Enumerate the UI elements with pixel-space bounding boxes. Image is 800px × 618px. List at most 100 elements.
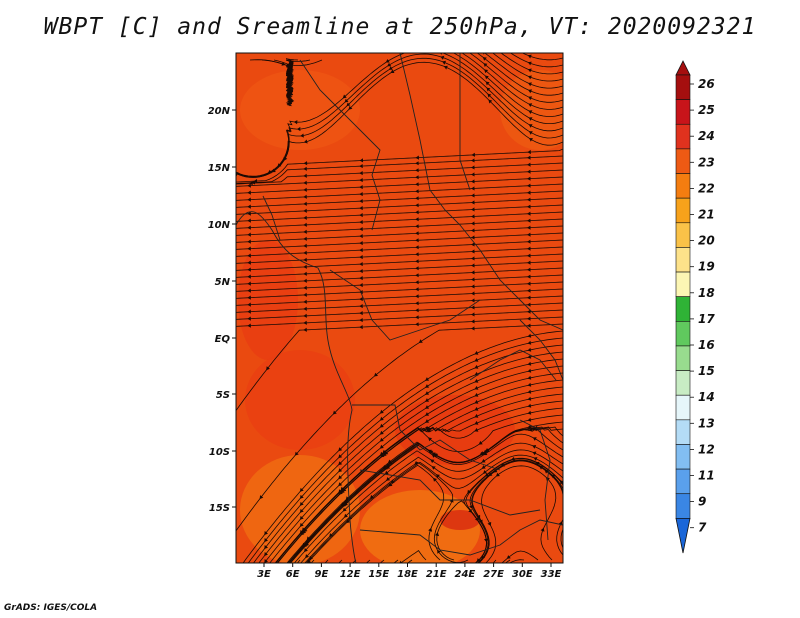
streamline-arrow: [527, 155, 531, 160]
streamline-arrow: [418, 339, 423, 343]
streamline-arrow: [303, 173, 307, 178]
streamline-arrow: [415, 182, 419, 187]
streamline-arrow: [415, 322, 419, 327]
streamline-arrow: [271, 168, 276, 173]
wbpt-field: [236, 53, 563, 567]
border-line: [459, 53, 471, 191]
streamline-arrow: [247, 295, 251, 300]
streamline: [562, 526, 563, 527]
streamline-arrow: [474, 357, 479, 362]
streamline-arrow: [471, 270, 475, 275]
streamline: [305, 454, 563, 563]
streamline-arrow: [303, 292, 307, 297]
streamline-arrow: [527, 368, 532, 373]
streamline-arrow: [527, 295, 531, 300]
streamline-arrow: [437, 549, 441, 554]
streamline-arrow: [528, 124, 533, 128]
streamline-arrow: [415, 315, 419, 320]
colorbar-segment: [675, 444, 691, 470]
streamline-arrow: [481, 458, 486, 463]
streamline-arrow: [303, 313, 307, 318]
streamline-arrow: [286, 71, 291, 75]
streamline: [236, 155, 563, 184]
streamline-arrow: [471, 284, 475, 289]
streamline: [509, 53, 563, 68]
streamline-arrow: [303, 257, 307, 262]
streamline-arrow: [379, 437, 384, 442]
streamline-arrow: [532, 451, 537, 456]
streamline-arrow: [474, 413, 479, 418]
streamline: [236, 302, 563, 320]
streamline-arrow: [469, 504, 473, 509]
streamline-arrow: [488, 99, 493, 104]
streamline-arrow: [480, 451, 485, 455]
streamline: [236, 267, 563, 285]
country-borders: [236, 53, 563, 563]
streamline-arrow: [488, 472, 493, 477]
streamline-arrow: [247, 211, 251, 216]
streamline-arrow: [425, 405, 430, 409]
streamline-arrow: [379, 423, 384, 428]
lon-tick-label: 24E: [455, 569, 476, 580]
lat-tick-label: 15S: [209, 503, 230, 514]
streamline-arrow: [329, 533, 334, 537]
streamline-arrow: [299, 501, 304, 506]
streamline-arrow: [415, 203, 419, 208]
streamline-arrow: [264, 552, 268, 556]
streamline-arrow: [468, 508, 472, 513]
streamline-arrow: [527, 361, 532, 366]
streamline-arrow: [471, 249, 475, 254]
streamline-arrow: [289, 87, 293, 92]
streamline-arrow: [359, 185, 363, 190]
streamline-arrow: [247, 274, 251, 279]
streamline-arrow: [388, 66, 393, 70]
streamline-arrow: [399, 560, 403, 563]
streamline-arrow: [431, 454, 436, 458]
streamline-arrow: [385, 59, 390, 63]
streamline-arrow: [415, 217, 419, 222]
streamline-arrow: [299, 494, 304, 499]
border-line: [359, 469, 541, 516]
streamline-arrow: [471, 305, 475, 310]
streamline-arrow: [359, 255, 363, 260]
streamline-arrow: [338, 482, 343, 487]
colorbar-segment: [675, 271, 691, 297]
streamline-arrow: [527, 417, 532, 422]
streamline: [236, 53, 563, 178]
streamline: [469, 53, 563, 103]
streamline: [560, 528, 563, 549]
streamline-arrow: [303, 278, 307, 283]
streamline-arrow: [303, 306, 307, 311]
streamline: [508, 559, 525, 563]
streamline: [236, 57, 563, 178]
colorbar-label: 13: [698, 416, 715, 430]
colorbar-segment: [675, 321, 691, 347]
streamline-arrow: [304, 548, 308, 552]
streamline-arrow: [435, 532, 440, 537]
streamline-arrow: [370, 494, 374, 499]
streamline-arrow: [338, 447, 343, 452]
streamline-arrow: [474, 563, 478, 567]
streamline: [300, 449, 563, 563]
streamline-arrow: [415, 252, 419, 257]
streamline-arrow: [359, 269, 363, 274]
streamline-arrow: [425, 412, 430, 416]
streamline-arrow: [527, 347, 532, 352]
streamline-arrow: [286, 72, 290, 76]
streamline-arrow: [380, 453, 385, 458]
streamline-arrow: [303, 166, 307, 171]
streamline: [365, 559, 371, 563]
streamline-arrow: [527, 354, 532, 359]
colorbar-segment: [675, 123, 691, 150]
streamline-arrow: [527, 281, 531, 286]
streamline-arrow: [471, 291, 475, 296]
streamline-arrow: [486, 87, 491, 92]
streamline: [407, 559, 413, 563]
streamline-arrow: [433, 477, 437, 482]
streamline-arrow: [236, 172, 239, 176]
streamline-arrow: [247, 302, 251, 307]
streamline-arrow: [247, 260, 251, 265]
streamline-arrow: [386, 465, 391, 469]
streamline-arrow: [527, 274, 531, 279]
streamline: [236, 190, 563, 208]
